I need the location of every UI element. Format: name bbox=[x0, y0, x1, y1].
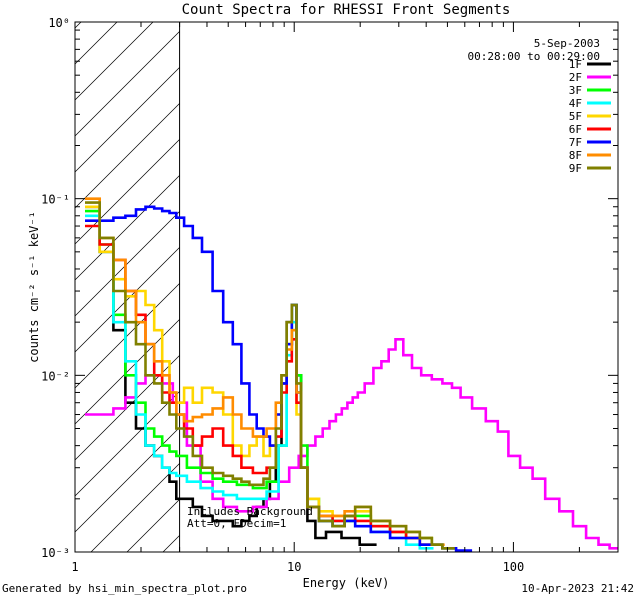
legend-label-5F: 5F bbox=[569, 110, 582, 123]
hatch-lines bbox=[75, 22, 180, 552]
hatched-region bbox=[75, 22, 181, 552]
legend-label-6F: 6F bbox=[569, 123, 582, 136]
annotation-line: Att=0, FDecim=1 bbox=[187, 517, 286, 530]
annotation-line: Includes Background bbox=[187, 505, 313, 518]
chart-title: Count Spectra for RHESSI Front Segments bbox=[182, 2, 511, 18]
axis-ticks bbox=[74, 21, 619, 553]
legend-header-line: 00:28:00 to 00:29:00 bbox=[468, 50, 600, 63]
plot-frame bbox=[74, 21, 619, 553]
generated-timestamp: 10-Apr-2023 21:42 bbox=[521, 582, 634, 595]
y-axis-label: counts cm⁻² s⁻¹ keV⁻¹ bbox=[27, 211, 41, 363]
legend-header-line: 5-Sep-2003 bbox=[534, 37, 600, 50]
x-tick-label: 1 bbox=[71, 560, 78, 574]
legend-label-4F: 4F bbox=[569, 97, 582, 110]
generator-note: Generated by hsi_min_spectra_plot.pro bbox=[2, 582, 248, 595]
y-tick-label: 10⁰ bbox=[48, 16, 70, 30]
legend-label-1F: 1F bbox=[569, 58, 582, 71]
y-tick-labels: 10⁻³ 10⁻² 10⁻¹ 10⁰ bbox=[41, 16, 70, 560]
legend-label-9F: 9F bbox=[569, 162, 582, 175]
series-layer bbox=[85, 197, 618, 552]
series-line-9F bbox=[85, 201, 455, 550]
legend-label-3F: 3F bbox=[569, 84, 582, 97]
x-tick-labels: 1 10 100 bbox=[71, 560, 524, 574]
x-tick-label: 100 bbox=[503, 560, 525, 574]
x-axis-label: Energy (keV) bbox=[303, 576, 390, 590]
legend-label-2F: 2F bbox=[569, 71, 582, 84]
series-line-4F bbox=[85, 214, 434, 550]
y-tick-label: 10⁻² bbox=[41, 369, 70, 383]
legend-label-7F: 7F bbox=[569, 136, 582, 149]
legend-label-8F: 8F bbox=[569, 149, 582, 162]
y-tick-label: 10⁻³ bbox=[41, 546, 70, 560]
series-line-8F bbox=[85, 197, 445, 546]
x-tick-label: 10 bbox=[287, 560, 301, 574]
y-tick-label: 10⁻¹ bbox=[41, 193, 70, 207]
